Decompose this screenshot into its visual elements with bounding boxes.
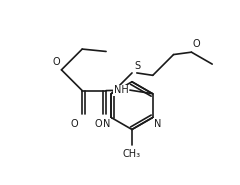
Text: O: O (70, 119, 78, 129)
Text: O: O (193, 39, 200, 49)
Text: NH: NH (114, 85, 129, 95)
Text: CH₃: CH₃ (123, 149, 141, 159)
Text: O: O (53, 58, 60, 68)
Text: S: S (134, 61, 140, 71)
Text: N: N (103, 119, 110, 129)
Text: O: O (94, 119, 102, 129)
Text: N: N (154, 119, 161, 129)
